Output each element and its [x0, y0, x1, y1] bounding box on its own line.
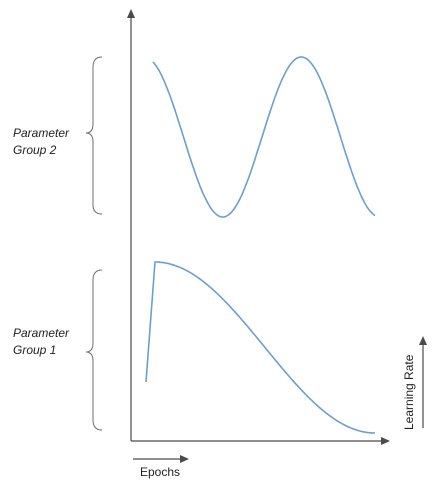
- epochs-arrowhead: [180, 455, 189, 463]
- group-1-label-line-2: Group 1: [13, 343, 56, 357]
- group-1-label: Parameter Group 1: [13, 326, 72, 357]
- learning-rate-arrowhead: [419, 336, 427, 345]
- group-2-label: Parameter Group 2: [13, 126, 72, 157]
- group-2-brace: [85, 56, 103, 215]
- group-1-label-line-1: Parameter: [13, 326, 70, 340]
- y-axis-label: Learning Rate: [402, 354, 416, 430]
- group-2-curve: [152, 56, 376, 218]
- group-2-label-line-1: Parameter: [13, 126, 70, 140]
- y-axis-arrowhead: [127, 9, 135, 18]
- group-1-brace: [85, 269, 103, 431]
- x-axis-arrowhead: [381, 437, 390, 445]
- group-1-curve: [145, 261, 375, 434]
- group-2-label-line-2: Group 2: [13, 143, 57, 157]
- x-axis-label: Epochs: [140, 465, 180, 479]
